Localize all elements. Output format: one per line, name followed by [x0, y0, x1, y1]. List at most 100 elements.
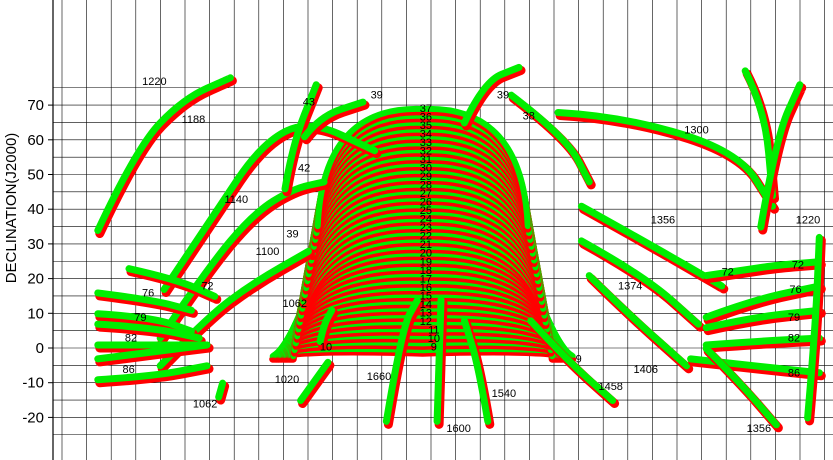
y-tick-label: 0: [36, 340, 44, 357]
track-label: 38: [523, 111, 535, 123]
track-curve: [460, 317, 492, 425]
dome-row-label: 25: [420, 205, 432, 217]
dome-row-label: 20: [420, 248, 432, 260]
dome-row-label: 26: [420, 197, 432, 209]
dome-row-label: 29: [420, 171, 432, 183]
track-label: 39: [497, 90, 509, 102]
dome-row-label: 17: [420, 273, 432, 285]
track-label: 86: [788, 367, 800, 379]
y-tick-label: 20: [27, 271, 44, 288]
track-label: 1356: [747, 423, 771, 435]
track-curve: [702, 258, 823, 280]
track-label: 1374: [618, 281, 642, 293]
track-curve: [585, 272, 691, 370]
track-curve: [94, 341, 211, 363]
dome-row-label: 32: [420, 146, 432, 158]
y-tick-label: 50: [27, 167, 44, 184]
track-curve: [157, 249, 315, 374]
dome-row-label: 13: [420, 307, 432, 319]
dome-row-label: 23: [420, 222, 432, 234]
track-label: 1100: [256, 246, 280, 258]
y-tick-label: 60: [27, 132, 44, 149]
dome-row-label: 18: [420, 265, 432, 277]
dome-row-label: 36: [420, 112, 432, 124]
track-curve: [94, 74, 234, 234]
track-label: 82: [125, 333, 137, 345]
track-curve: [94, 310, 195, 335]
track-label: 39: [371, 90, 383, 102]
track-curve: [297, 358, 332, 405]
track-curve: [757, 81, 804, 231]
track-label: 43: [303, 97, 315, 109]
track-label: 1220: [142, 76, 166, 88]
dome-row-label: 30: [420, 163, 432, 175]
dome-row-label: 10: [428, 333, 440, 345]
track-curve: [316, 306, 336, 346]
dome-row-label: 33: [420, 137, 432, 149]
dome-row-label: 28: [420, 180, 432, 192]
track-curve: [160, 122, 379, 293]
track-label: 1062: [193, 399, 217, 411]
y-tick-label: 10: [27, 305, 44, 322]
dome-row-label: 35: [420, 120, 432, 132]
track-label: 76: [789, 284, 801, 296]
track-label: 10: [320, 341, 332, 353]
track-label: 72: [722, 267, 734, 279]
track-curve: [301, 98, 367, 141]
track-labels: 1220118811401100106210201062434239391016…: [123, 76, 821, 435]
track-curve: [94, 362, 211, 384]
track-curve: [577, 237, 702, 328]
track-label: 82: [788, 333, 800, 345]
track-label: 1600: [446, 423, 470, 435]
track-curve: [460, 63, 523, 127]
y-tick-label: -20: [22, 409, 44, 426]
track-curve: [804, 233, 823, 422]
dome-row-labels: 9101112131415161718192021222324252627282…: [420, 103, 440, 353]
dome-row-label: 19: [420, 256, 432, 268]
y-tick-label: 30: [27, 236, 44, 253]
track-curve: [94, 320, 203, 342]
track-label: 1356: [651, 215, 675, 227]
track-label: 79: [134, 312, 146, 324]
track-curve: [215, 379, 227, 401]
track-label: 42: [298, 163, 310, 175]
track-label: 1140: [224, 194, 248, 206]
track-curve: [507, 91, 593, 186]
track-label: 72: [201, 281, 213, 293]
track-curve: [281, 81, 320, 193]
dome-row-label: 27: [420, 188, 432, 200]
track-curve: [702, 344, 780, 429]
track-curve: [125, 265, 219, 300]
track-curve: [577, 202, 726, 290]
track-curves: [94, 63, 826, 433]
dome-row-label: 14: [420, 299, 432, 311]
dome-row-label: 22: [420, 231, 432, 243]
dome-row-label: 24: [420, 214, 432, 226]
dome-row-label: 12: [420, 316, 432, 328]
y-axis-ticks: -20 -10 0 10 20 30 40 50 60 70: [22, 97, 53, 426]
track-label: 1660: [367, 371, 391, 383]
dome-row-label: 31: [420, 154, 432, 166]
track-label: 39: [286, 228, 298, 240]
dome-row-label: 9: [431, 341, 437, 353]
track-curve: [156, 247, 312, 370]
dome-arc: [314, 106, 531, 230]
track-label: 86: [123, 364, 135, 376]
track-label: 76: [142, 287, 154, 299]
track-label: 79: [788, 312, 800, 324]
dome-row-label: 21: [420, 239, 432, 251]
track-curve: [382, 296, 422, 425]
y-tick-label: -10: [22, 375, 44, 392]
dome-row-label: 37: [420, 103, 432, 115]
track-label: 1406: [634, 364, 658, 376]
y-tick-label: 40: [27, 201, 44, 218]
track-label: 1300: [684, 124, 708, 136]
track-label: 1062: [283, 298, 307, 310]
track-curve: [433, 296, 445, 425]
track-label: 72: [792, 260, 804, 272]
dome-row-label: 34: [420, 129, 432, 141]
track-label: 1020: [275, 374, 299, 386]
track-curve: [527, 317, 617, 405]
dome-row-label: 11: [428, 324, 439, 336]
